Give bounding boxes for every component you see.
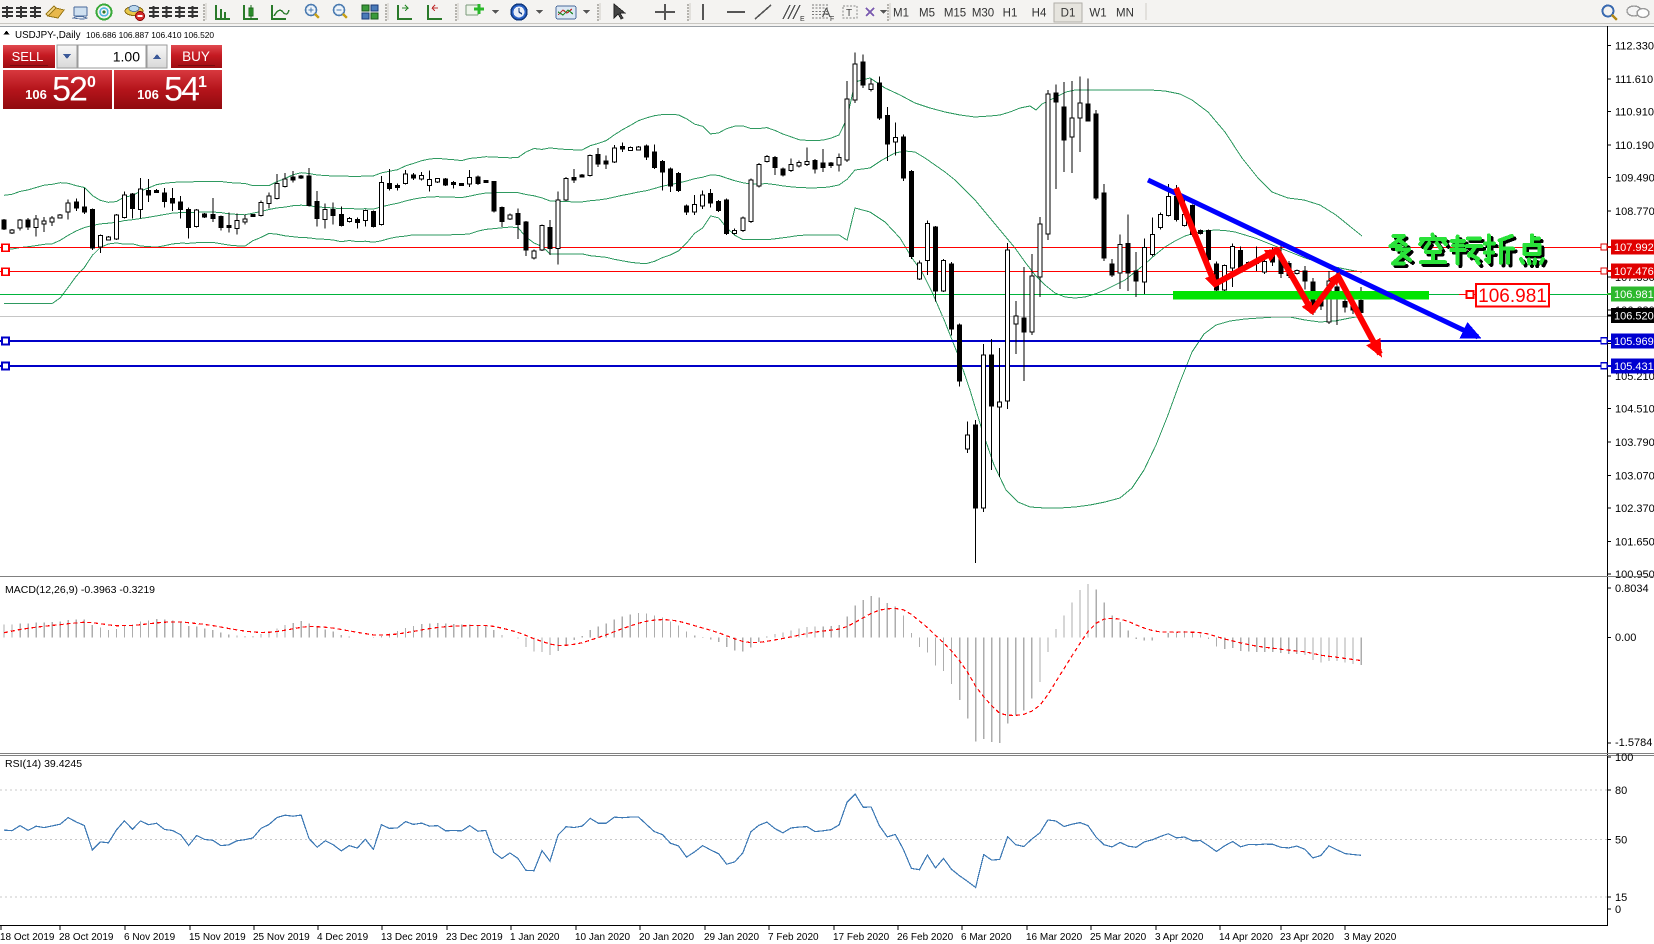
svg-text:E: E [800, 16, 805, 23]
svg-text:52: 52 [52, 71, 87, 109]
svg-text:0: 0 [1615, 904, 1621, 916]
svg-text:107.476: 107.476 [1614, 266, 1654, 278]
svg-text:0.00: 0.00 [1615, 632, 1636, 644]
svg-text:4 Dec 2019: 4 Dec 2019 [317, 932, 369, 943]
svg-text:105.969: 105.969 [1614, 336, 1654, 348]
svg-text:29 Jan 2020: 29 Jan 2020 [704, 932, 759, 943]
svg-text:28 Oct 2019: 28 Oct 2019 [59, 932, 114, 943]
svg-text:6 Nov 2019: 6 Nov 2019 [124, 932, 176, 943]
svg-text:17 Feb 2020: 17 Feb 2020 [833, 932, 890, 943]
svg-text:106.520: 106.520 [1614, 310, 1654, 322]
svg-text:H4: H4 [1032, 8, 1047, 20]
svg-text:110.190: 110.190 [1615, 140, 1654, 152]
svg-text:107.992: 107.992 [1614, 242, 1654, 254]
svg-text:80: 80 [1615, 785, 1627, 797]
svg-text:0: 0 [87, 74, 96, 91]
svg-text:T: T [846, 8, 852, 19]
svg-text:101.650: 101.650 [1615, 537, 1654, 549]
svg-text:SELL: SELL [12, 49, 44, 64]
svg-text:110.910: 110.910 [1615, 107, 1654, 119]
svg-text:106.686 106.887 106.410 106.52: 106.686 106.887 106.410 106.520 [86, 30, 214, 40]
svg-text:104.510: 104.510 [1615, 404, 1654, 416]
svg-text:50: 50 [1615, 835, 1627, 847]
svg-text:13 Dec 2019: 13 Dec 2019 [381, 932, 438, 943]
svg-text:26 Feb 2020: 26 Feb 2020 [897, 932, 954, 943]
svg-text:106.981: 106.981 [1478, 286, 1547, 307]
svg-text:3 May 2020: 3 May 2020 [1344, 932, 1397, 943]
svg-text:6 Mar 2020: 6 Mar 2020 [961, 932, 1012, 943]
svg-text:M1: M1 [893, 8, 909, 20]
svg-text:15 Nov 2019: 15 Nov 2019 [189, 932, 246, 943]
svg-text:3 Apr 2020: 3 Apr 2020 [1155, 932, 1204, 943]
svg-text:106: 106 [25, 87, 47, 102]
svg-text:USDJPY-,Daily: USDJPY-,Daily [15, 30, 81, 41]
svg-text:MN: MN [1116, 8, 1134, 20]
svg-text:7 Feb 2020: 7 Feb 2020 [768, 932, 819, 943]
svg-text:M30: M30 [972, 8, 994, 20]
svg-text:100.950: 100.950 [1615, 569, 1654, 581]
svg-text:M15: M15 [944, 8, 966, 20]
svg-text:100: 100 [1615, 752, 1633, 764]
svg-text:1.00: 1.00 [113, 49, 140, 65]
svg-text:16 Mar 2020: 16 Mar 2020 [1026, 932, 1083, 943]
svg-text:109.490: 109.490 [1615, 172, 1654, 184]
svg-text:H1: H1 [1003, 8, 1018, 20]
svg-text:106: 106 [137, 87, 159, 102]
svg-text:18 Oct 2019: 18 Oct 2019 [0, 932, 55, 943]
svg-text:103.070: 103.070 [1615, 471, 1654, 483]
svg-text:14 Apr 2020: 14 Apr 2020 [1219, 932, 1273, 943]
svg-text:106.981: 106.981 [1614, 289, 1654, 301]
svg-text:RSI(14) 39.4245: RSI(14) 39.4245 [5, 758, 82, 770]
svg-text:112.330: 112.330 [1615, 41, 1654, 53]
svg-text:D1: D1 [1061, 8, 1076, 20]
svg-text:0.8034: 0.8034 [1615, 583, 1649, 595]
svg-text:1 Jan 2020: 1 Jan 2020 [510, 932, 560, 943]
svg-text:MACD(12,26,9) -0.3963 -0.3219: MACD(12,26,9) -0.3963 -0.3219 [5, 584, 155, 596]
svg-text:W1: W1 [1089, 8, 1106, 20]
svg-text:102.370: 102.370 [1615, 503, 1654, 515]
svg-text:54: 54 [164, 71, 199, 109]
svg-text:111.610: 111.610 [1615, 74, 1653, 86]
svg-text:108.770: 108.770 [1615, 206, 1654, 218]
svg-text:10 Jan 2020: 10 Jan 2020 [575, 932, 630, 943]
svg-text:25 Nov 2019: 25 Nov 2019 [253, 932, 310, 943]
svg-text:23 Dec 2019: 23 Dec 2019 [446, 932, 503, 943]
svg-text:1: 1 [198, 74, 207, 91]
svg-text:103.790: 103.790 [1615, 437, 1654, 449]
svg-text:A: A [822, 5, 831, 20]
svg-text:25 Mar 2020: 25 Mar 2020 [1090, 932, 1147, 943]
svg-text:-1.5784: -1.5784 [1615, 737, 1652, 749]
svg-text:105.210: 105.210 [1615, 371, 1654, 383]
svg-text:105.431: 105.431 [1614, 361, 1654, 373]
svg-text:M5: M5 [919, 8, 935, 20]
svg-text:F: F [830, 16, 834, 23]
svg-text:23 Apr 2020: 23 Apr 2020 [1280, 932, 1334, 943]
svg-text:15: 15 [1615, 892, 1627, 904]
svg-text:20 Jan 2020: 20 Jan 2020 [639, 932, 694, 943]
svg-text:BUY: BUY [182, 49, 210, 64]
